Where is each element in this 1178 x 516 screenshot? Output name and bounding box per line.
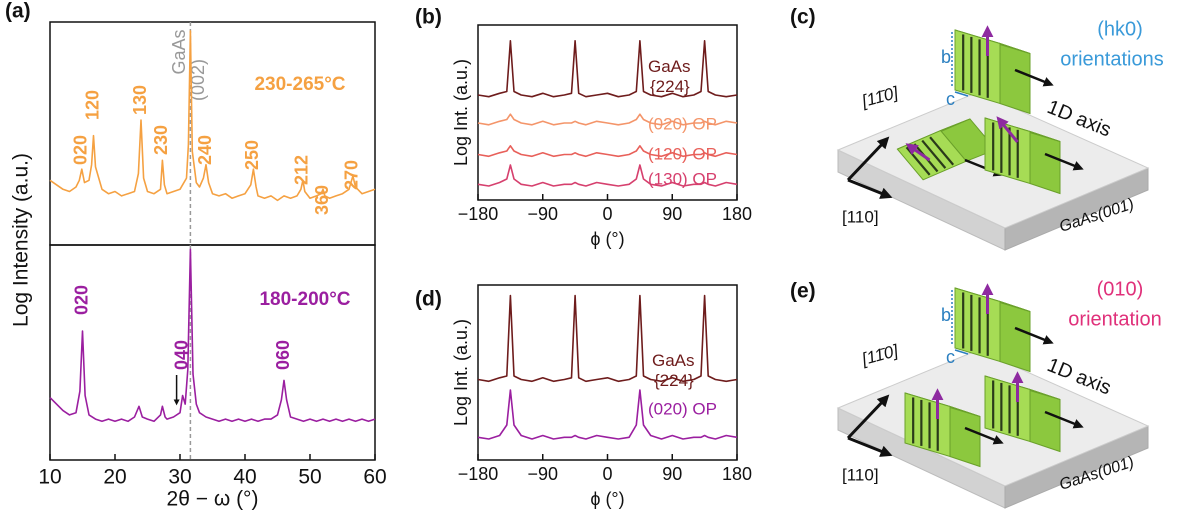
x-axis-label: ϕ (°) (590, 229, 624, 249)
direction-label: [11̄0] (859, 83, 901, 111)
series-label: (130) OP (648, 169, 717, 188)
x-tick-label: 90 (662, 464, 682, 484)
series-line (49, 30, 376, 202)
plot-frame (49, 244, 376, 461)
peak-label: 040 (171, 340, 191, 370)
block-front (954, 287, 1001, 363)
panel-label: (c) (790, 6, 816, 29)
series-label: GaAs {224} (652, 351, 695, 390)
peak-label: 020 (71, 285, 91, 315)
series-line (477, 389, 738, 440)
series-label: GaAs {224} (648, 57, 691, 96)
x-axis-label: ϕ (°) (590, 489, 624, 509)
lattice-c: c (946, 347, 955, 367)
series-label: 230-265°C (254, 74, 345, 95)
diagram-heading: orientation (1068, 308, 1161, 330)
x-tick-label: 0 (602, 204, 612, 224)
block-side (1029, 130, 1061, 195)
orientation-arrow (905, 143, 931, 162)
diagram-heading: (010) (1097, 278, 1144, 300)
axis-arrow (1014, 326, 1054, 345)
lattice-c: c (946, 89, 955, 109)
x-tick-label: −90 (527, 464, 558, 484)
orientation-arrow (996, 116, 1019, 143)
panel-label: (d) (415, 288, 442, 311)
x-tick-label: −180 (458, 464, 499, 484)
axis-arrow (1044, 410, 1084, 429)
peak-label: 060 (273, 340, 293, 370)
y-axis-label: Log Int. (a.u.) (451, 59, 471, 166)
axis-arrow (964, 426, 1004, 445)
direction-arrow (846, 394, 890, 440)
peak-label: 270 (342, 160, 362, 190)
series-line (477, 40, 738, 98)
block-front (954, 29, 1001, 105)
peak-label: 120 (82, 90, 102, 120)
peak-label: 130 (130, 85, 150, 115)
series-line (477, 113, 738, 126)
series-line (477, 294, 738, 383)
diagram-heading: orientations (1060, 48, 1163, 70)
x-tick-label: 50 (298, 466, 321, 489)
series-line (477, 164, 738, 187)
series-label: (120) OP (648, 144, 717, 163)
direction-arrow (847, 436, 893, 457)
block-plate (921, 139, 947, 169)
lattice-bracket (954, 349, 969, 355)
x-tick-label: 60 (363, 466, 386, 489)
y-axis-label: Log Intensity (a.u.) (10, 153, 33, 327)
lattice-bracket (954, 91, 969, 97)
reference-label: GaAs (169, 29, 189, 74)
peak-label: 212 (292, 155, 312, 185)
direction-arrow (846, 136, 890, 182)
diagram-shapes (836, 25, 1150, 509)
x-tick-label: 180 (722, 464, 752, 484)
reference-label: (002) (188, 59, 208, 101)
peak-label: 250 (242, 140, 262, 170)
direction-arrow (847, 178, 893, 199)
y-axis-label: Log Int. (a.u.) (451, 319, 471, 426)
series-label: (020) OP (648, 114, 717, 133)
diagram-heading: (hk0) (1097, 18, 1143, 40)
x-tick-label: 20 (103, 466, 126, 489)
block-side (999, 300, 1031, 373)
block-side (1029, 388, 1061, 453)
x-tick-label: 30 (168, 466, 191, 489)
panel-label: (a) (5, 0, 31, 23)
peak-label: 240 (195, 135, 215, 165)
x-tick-label: −180 (458, 204, 499, 224)
series-label: 180-200°C (259, 289, 350, 310)
x-tick-label: 0 (602, 464, 612, 484)
peak-label: 020 (71, 135, 91, 165)
x-axis-label: 2θ − ω (°) (167, 488, 259, 511)
plot-frame (477, 284, 738, 461)
crystal-block (954, 287, 1031, 373)
x-tick-label: 90 (662, 204, 682, 224)
x-tick-label: 40 (233, 466, 256, 489)
series-line (49, 248, 376, 423)
panel-label: (b) (415, 6, 442, 29)
series-line (477, 145, 738, 158)
direction-label: [110] (842, 465, 879, 484)
x-tick-label: −90 (527, 204, 558, 224)
peak-label: 360 (312, 185, 332, 215)
block-side (999, 42, 1031, 115)
panel-label: (e) (790, 280, 816, 303)
x-tick-label: 10 (38, 466, 61, 489)
block-plate (929, 136, 955, 166)
series-label: (020) OP (648, 399, 717, 418)
lattice-b: b (941, 47, 951, 67)
axis-arrow (1044, 152, 1084, 171)
direction-label: [110] (842, 207, 879, 226)
direction-label: [11̄0] (859, 341, 901, 369)
axis-arrow (1014, 68, 1054, 87)
peak-label: 230 (151, 125, 171, 155)
x-tick-label: 180 (722, 204, 752, 224)
lattice-b: b (941, 305, 951, 325)
crystal-block (904, 392, 981, 468)
